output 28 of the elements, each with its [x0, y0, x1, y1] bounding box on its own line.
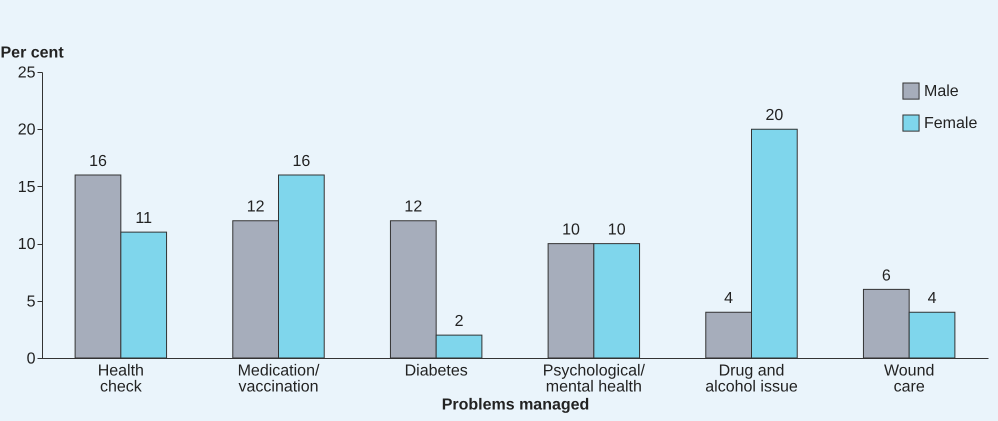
x-tick-label: Drug and alcohol issue — [705, 362, 798, 396]
data-label: 4 — [928, 290, 937, 308]
x-tick-label: Diabetes — [404, 362, 468, 380]
data-label: 10 — [562, 222, 580, 239]
data-label: 11 — [135, 210, 152, 228]
legend-label: Male — [924, 83, 959, 100]
x-tick-label: Health check — [98, 362, 144, 396]
y-tick-label: 25 — [18, 64, 36, 82]
x-tick-label: Psychological/ mental health — [542, 362, 646, 396]
data-label: 16 — [89, 152, 107, 170]
y-tick-label: 20 — [18, 122, 36, 139]
y-tick-label: 15 — [18, 178, 36, 196]
data-label: 12 — [246, 198, 265, 216]
legend-label: Female — [924, 115, 978, 132]
y-tick-label: 10 — [18, 236, 36, 254]
data-label: 16 — [292, 152, 310, 170]
x-tick-label: Wound care — [884, 362, 934, 396]
data-label: 6 — [882, 267, 891, 284]
y-axis-title: Per cent — [0, 44, 64, 62]
y-tick-label: 0 — [26, 350, 36, 368]
x-tick-label: Medication/ vaccination — [238, 362, 320, 396]
data-label: 4 — [724, 290, 734, 308]
data-label: 10 — [608, 222, 626, 239]
y-tick-label: 5 — [26, 293, 36, 310]
data-label: 2 — [454, 313, 464, 330]
data-label: 12 — [404, 198, 422, 216]
data-label: 20 — [765, 107, 784, 124]
x-axis-title: Problems managed — [442, 396, 590, 414]
